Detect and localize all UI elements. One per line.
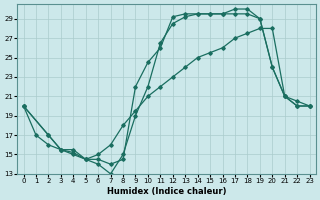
X-axis label: Humidex (Indice chaleur): Humidex (Indice chaleur) [107,187,226,196]
